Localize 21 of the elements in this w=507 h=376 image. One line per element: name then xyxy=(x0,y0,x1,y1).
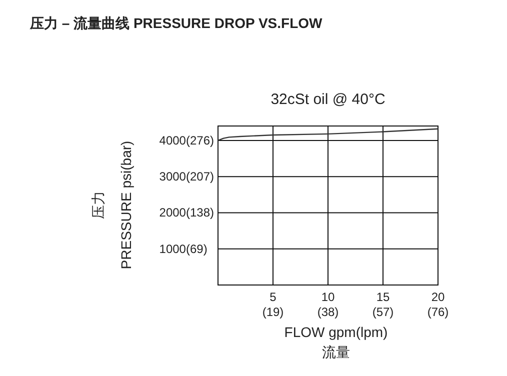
y-tick-label: 3000 xyxy=(159,170,186,184)
x-tick-label: 5 xyxy=(270,290,277,304)
y2-tick-label: (207) xyxy=(186,170,214,184)
chart-subtitle: 32cSt oil @ 40°C xyxy=(270,91,386,108)
x2-tick-label: (76) xyxy=(427,305,449,319)
x2-tick-label: (19) xyxy=(262,305,284,319)
y-tick-label: 2000 xyxy=(159,206,186,220)
x-tick-label: 20 xyxy=(431,290,445,304)
y-tick-label: 1000 xyxy=(159,242,186,256)
y-axis-title: 压力 PRESSURE psi(bar) xyxy=(90,140,134,270)
chart-title: 压力 – 流量曲线 PRESSURE DROP VS.FLOW xyxy=(29,15,324,31)
x-tick-label: 15 xyxy=(376,290,390,304)
y2-tick-label: (138) xyxy=(186,206,214,220)
y2-tick-label: (276) xyxy=(186,133,214,148)
line-series xyxy=(217,128,439,142)
x2-tick-label: (38) xyxy=(317,305,339,319)
x-tick-label: 10 xyxy=(321,290,335,304)
x2-tick-label: (57) xyxy=(372,305,394,319)
y2-tick-label: (69) xyxy=(186,242,208,256)
x-axis-title: FLOW gpm(lpm) 流量 xyxy=(284,324,388,360)
y-tick-label: 4000 xyxy=(159,133,186,148)
